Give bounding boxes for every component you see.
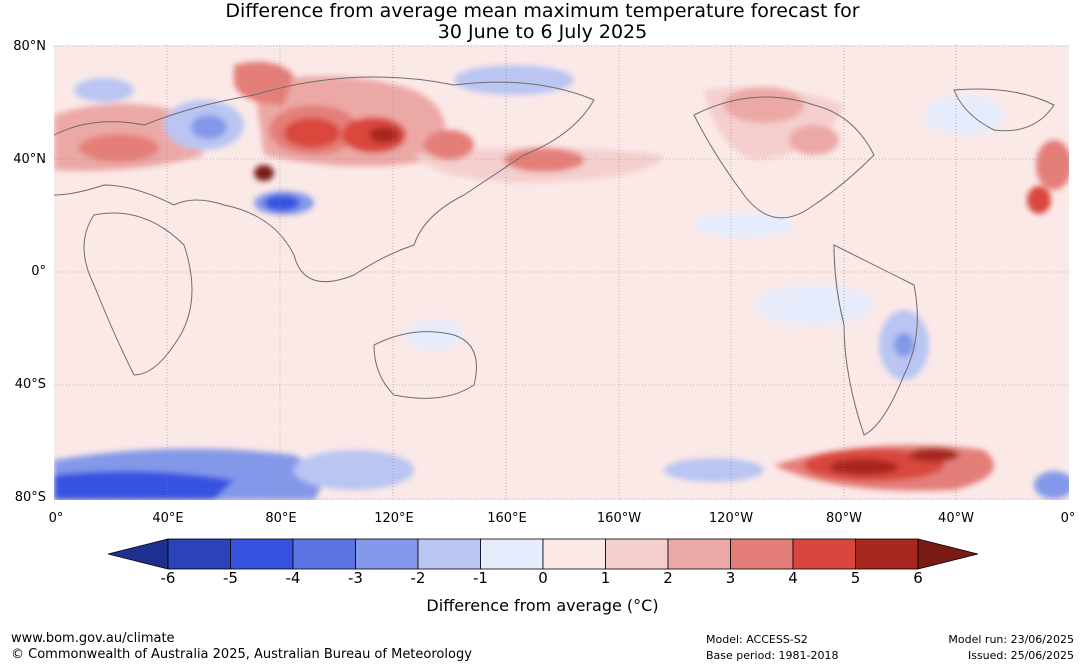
colorbar-tick-label: -4 <box>285 569 301 587</box>
lat-label-40n: 40°N <box>13 152 46 167</box>
colorbar-swatch <box>542 538 606 570</box>
footer-url[interactable]: www.bom.gov.au/climate <box>11 631 175 646</box>
lon-label-40w: 40°W <box>938 511 974 526</box>
temperature-anomaly-map <box>54 45 1069 500</box>
colorbar-tick-label: -5 <box>223 569 238 587</box>
colorbar-swatch <box>167 538 231 570</box>
lat-label-40s: 40°S <box>14 377 46 392</box>
colorbar-swatch <box>480 538 544 570</box>
graticule <box>54 45 1069 500</box>
lon-label-80e: 80°E <box>265 511 297 526</box>
lat-label-80n: 80°N <box>13 39 46 54</box>
lon-label-0: 0° <box>48 511 64 526</box>
lat-label-80s: 80°S <box>14 490 46 505</box>
footer-model: Model: ACCESS-S2 <box>706 633 808 646</box>
colorbar-tick-label: -1 <box>473 569 488 587</box>
colorbar-tick-label: 1 <box>600 569 611 587</box>
colorbar-tick-label: 3 <box>725 569 736 587</box>
lon-label-160e: 160°E <box>487 511 527 526</box>
map-title-line-2: 30 June to 6 July 2025 <box>437 21 648 43</box>
lon-label-0-right: 0° <box>1060 511 1076 526</box>
lon-label-40e: 40°E <box>152 511 184 526</box>
lon-label-160w: 160°W <box>596 511 642 526</box>
colorbar-swatch <box>230 538 294 570</box>
footer-issued: Issued: 25/06/2025 <box>967 649 1074 662</box>
colorbar-swatch <box>355 538 419 570</box>
colorbar-tick-label: 6 <box>913 569 923 587</box>
colorbar-swatch <box>292 538 356 570</box>
colorbar-extend-low <box>108 538 169 570</box>
colorbar-tick-label: -3 <box>348 569 363 587</box>
colorbar-tick-label: -6 <box>160 569 176 587</box>
colorbar-tick-label: 4 <box>788 569 798 587</box>
lon-label-120e: 120°E <box>374 511 414 526</box>
colorbar-swatch <box>792 538 856 570</box>
colorbar-tick-label: -2 <box>410 569 426 587</box>
lat-label-0: 0° <box>31 264 46 279</box>
footer-base-period: Base period: 1981-2018 <box>706 649 839 662</box>
map-title-line-1: Difference from average mean maximum tem… <box>225 0 860 22</box>
colorbar-swatch <box>855 538 919 570</box>
colorbar-extend-high <box>917 538 978 570</box>
footer-copyright: © Commonwealth of Australia 2025, Austra… <box>11 647 472 662</box>
colorbar-tick-label: 5 <box>850 569 861 587</box>
colorbar-swatch <box>730 538 794 570</box>
colorbar-tick-label: 0 <box>538 569 548 587</box>
colorbar-swatch <box>417 538 481 570</box>
colorbar-label: Difference from average (°C) <box>426 596 659 615</box>
lon-label-80w: 80°W <box>826 511 862 526</box>
lon-label-120w: 120°W <box>708 511 754 526</box>
footer-model-run: Model run: 23/06/2025 <box>948 633 1074 646</box>
colorbar-tick-label: 2 <box>663 569 673 587</box>
colorbar-swatch <box>667 538 731 570</box>
colorbar-swatch <box>605 538 669 570</box>
colorbar <box>108 538 978 570</box>
